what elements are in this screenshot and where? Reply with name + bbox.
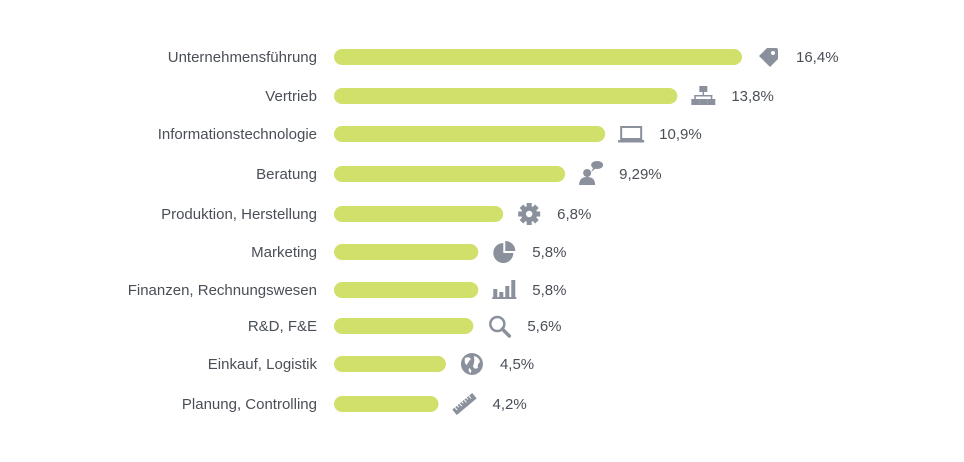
value-labels: 16,4% 13,8% 10,9% 9,29% 6,8% 5,8% 5,8% 5,6% 4,5%… — [492, 49, 838, 413]
value-label: 5,8% — [532, 282, 566, 299]
globe-icon — [460, 353, 483, 375]
bar — [334, 49, 742, 65]
category-label: Informationstechnologie — [158, 126, 317, 143]
value-label: 16,4% — [796, 49, 839, 66]
org-chart-icon — [691, 86, 716, 105]
category-label: R&D, F&E — [248, 318, 317, 335]
category-label: Finanzen, Rechnungswesen — [128, 282, 317, 299]
bar — [334, 356, 446, 372]
gear-icon — [518, 203, 541, 225]
bar-icons — [452, 48, 778, 416]
category-label: Produktion, Herstellung — [161, 206, 317, 223]
magnifier-icon — [489, 315, 512, 338]
value-label: 6,8% — [557, 206, 591, 223]
value-label: 5,8% — [532, 244, 566, 261]
category-label: Beratung — [256, 166, 317, 183]
category-labels: Unternehmensführung Vertrieb Informationst… — [128, 49, 318, 413]
pie-chart-icon — [493, 241, 516, 263]
value-label: 4,5% — [500, 356, 534, 373]
bar — [334, 396, 439, 412]
category-label: Marketing — [251, 244, 317, 261]
value-label: 5,6% — [527, 318, 561, 335]
bar — [334, 88, 678, 104]
bar — [334, 206, 504, 222]
bars — [334, 49, 742, 412]
price-tag-icon — [759, 48, 778, 67]
category-label: Unternehmensführung — [168, 49, 317, 66]
bar — [334, 318, 474, 334]
laptop-icon — [618, 126, 645, 143]
bar — [334, 282, 479, 298]
bar — [334, 126, 606, 142]
value-label: 13,8% — [731, 88, 774, 105]
category-label: Planung, Controlling — [182, 396, 317, 413]
person-speech-icon — [579, 161, 604, 185]
value-label: 10,9% — [659, 126, 702, 143]
ruler-icon — [452, 392, 477, 416]
bar-chart-icon — [492, 280, 517, 299]
bar — [334, 166, 566, 182]
bar — [334, 244, 479, 260]
category-label: Vertrieb — [265, 88, 317, 105]
category-label: Einkauf, Logistik — [208, 356, 318, 373]
value-label: 9,29% — [619, 166, 662, 183]
value-label: 4,2% — [492, 396, 526, 413]
